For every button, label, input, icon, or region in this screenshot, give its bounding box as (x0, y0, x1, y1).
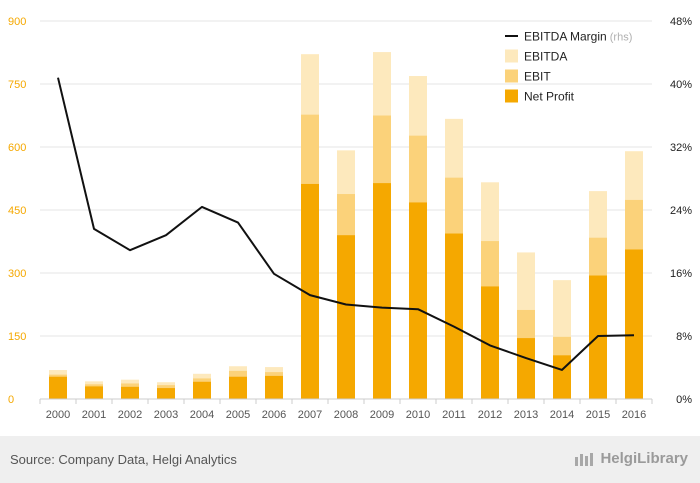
y-left-tick-label: 750 (8, 79, 26, 91)
x-tick-label: 2008 (334, 409, 358, 421)
x-tick-label: 2011 (442, 409, 466, 421)
y-right-tick-label: 32% (670, 142, 692, 154)
legend-label: Net Profit (524, 90, 575, 104)
net-profit-bar (517, 338, 535, 399)
x-tick-label: 2016 (622, 409, 646, 421)
brand-name: HelgiLibrary (600, 450, 688, 467)
net-profit-bar (49, 376, 67, 399)
y-right-tick-label: 0% (676, 394, 692, 406)
x-tick-label: 2005 (226, 409, 250, 421)
net-profit-bar (265, 375, 283, 399)
x-tick-label: 2006 (262, 409, 286, 421)
net-profit-bar (625, 249, 643, 399)
legend-label: EBITDA (524, 50, 567, 64)
brand-logo: HelgiLibrary (574, 450, 688, 467)
bars (49, 52, 643, 400)
y-left-tick-label: 300 (8, 268, 26, 280)
y-right-tick-label: 8% (676, 331, 692, 343)
y-left-tick-label: 0 (8, 394, 14, 406)
legend-swatch (505, 89, 518, 103)
legend-label-suffix: (rhs) (607, 32, 633, 44)
x-tick-label: 2013 (514, 409, 538, 421)
y-left-tick-label: 900 (8, 16, 26, 28)
x-tick-label: 2015 (586, 409, 610, 421)
footer: Source: Company Data, Helgi Analytics He… (0, 436, 700, 483)
y-right-tick-label: 24% (670, 205, 692, 217)
net-profit-bar (481, 286, 499, 399)
net-profit-bar (337, 235, 355, 399)
x-tick-label: 2004 (190, 409, 214, 421)
net-profit-bar (157, 388, 175, 399)
x-tick-label: 2012 (478, 409, 502, 421)
source-note: Source: Company Data, Helgi Analytics (10, 452, 237, 467)
x-tick-label: 2000 (46, 409, 70, 421)
y-left-tick-label: 450 (8, 205, 26, 217)
net-profit-bar (553, 355, 571, 399)
y-left-tick-label: 600 (8, 142, 26, 154)
y-right-tick-label: 40% (670, 79, 692, 91)
legend-swatch (505, 69, 518, 83)
legend: EBITDA Margin (rhs) EBITDA EBIT Net Profit (505, 30, 632, 104)
y-right-tick-label: 48% (670, 16, 692, 28)
net-profit-bar (121, 386, 139, 399)
net-profit-bar (445, 233, 463, 399)
y-left-tick-label: 150 (8, 331, 26, 343)
net-profit-bar (409, 202, 427, 399)
x-tick-label: 2010 (406, 409, 430, 421)
library-icon (575, 452, 594, 466)
legend-swatch (505, 49, 518, 63)
net-profit-bar (85, 386, 103, 399)
y-right-tick-label: 16% (670, 268, 692, 280)
chart-svg: 0 0% 150 8% 300 16% 450 24% 600 32% 750 40% 900 48% 20… (8, 16, 692, 421)
legend-label: EBITDA Margin (rhs) (524, 30, 632, 44)
axes: 0 0% 150 8% 300 16% 450 24% 600 32% 750 40% 900 48% 20… (8, 16, 692, 421)
margin-line-layer (57, 77, 635, 371)
x-tick-label: 2007 (298, 409, 322, 421)
x-tick-label: 2001 (82, 409, 106, 421)
net-profit-bar (301, 183, 319, 399)
net-profit-bar (193, 381, 211, 399)
legend-label: EBIT (524, 70, 551, 84)
x-tick-label: 2014 (550, 409, 574, 421)
net-profit-bar (229, 376, 247, 399)
x-tick-label: 2009 (370, 409, 394, 421)
x-tick-label: 2002 (118, 409, 142, 421)
net-profit-bar (373, 183, 391, 399)
x-tick-label: 2003 (154, 409, 178, 421)
